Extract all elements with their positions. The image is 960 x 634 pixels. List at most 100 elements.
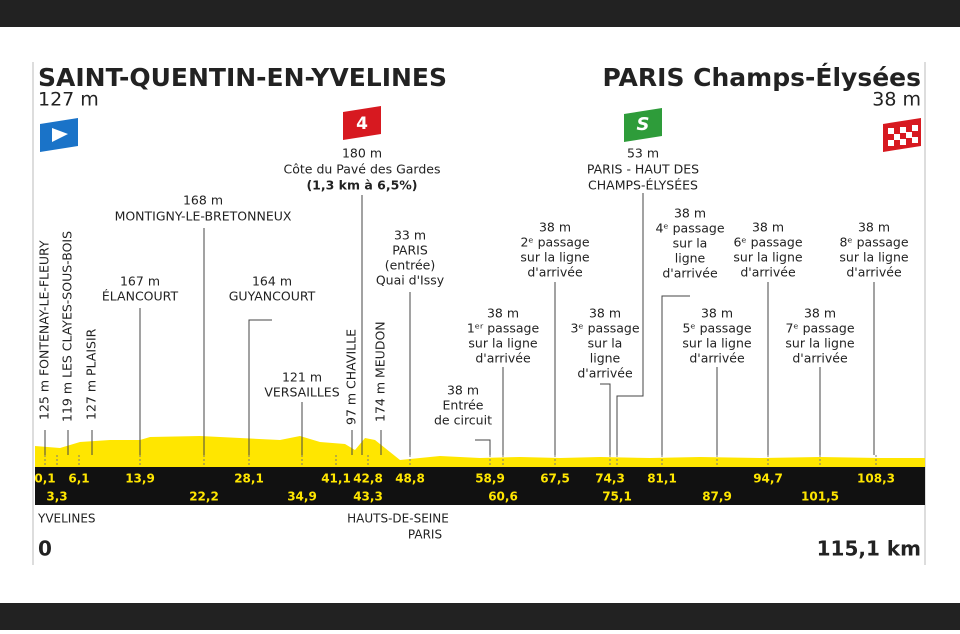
profile-area bbox=[35, 436, 925, 467]
km-label: 108,3 bbox=[857, 472, 895, 486]
annotation: 38 m bbox=[804, 306, 836, 321]
annotation: 38 m bbox=[858, 220, 890, 235]
annotation: (entrée) bbox=[385, 258, 436, 273]
finish-name: PARIS Champs-Élysées bbox=[603, 63, 921, 92]
km-bar bbox=[35, 467, 925, 505]
annotation: de circuit bbox=[434, 413, 492, 428]
annotation: ligne bbox=[590, 351, 621, 366]
annotation: 33 m bbox=[394, 228, 426, 243]
km-label: 42,8 bbox=[353, 472, 383, 486]
start-km: 0 bbox=[38, 537, 52, 561]
km-label: 22,2 bbox=[189, 490, 219, 504]
annotation: PARIS - HAUT DES bbox=[587, 162, 699, 177]
annotation: Côte du Pavé des Gardes bbox=[284, 162, 441, 177]
km-label: 87,9 bbox=[702, 490, 732, 504]
km-label: 6,1 bbox=[68, 472, 89, 486]
km-label: 28,1 bbox=[234, 472, 264, 486]
annotation: 4ᵉ passage bbox=[655, 221, 724, 236]
leader-line bbox=[661, 295, 690, 455]
km-label: 74,3 bbox=[595, 472, 625, 486]
annotation: (1,3 km à 6,5%) bbox=[306, 178, 417, 193]
annotation: 38 m bbox=[674, 206, 706, 221]
annotation: sur la ligne bbox=[839, 250, 908, 265]
region: YVELINES bbox=[37, 512, 96, 526]
annotation: 38 m bbox=[539, 220, 571, 235]
annotation: d'arrivée bbox=[662, 266, 718, 281]
annotation: Quai d'Issy bbox=[376, 273, 445, 288]
vertical-label: 174 m MEUDON bbox=[373, 321, 388, 422]
leader-line bbox=[600, 383, 611, 455]
km-label: 94,7 bbox=[753, 472, 783, 486]
annotation: Entrée bbox=[443, 398, 484, 413]
annotation: 38 m bbox=[752, 220, 784, 235]
annotation: 8ᵉ passage bbox=[839, 235, 908, 250]
annotation: d'arrivée bbox=[475, 351, 531, 366]
vertical-label: 125 m FONTENAY-LE-FLEURY bbox=[37, 240, 52, 420]
km-label: 48,8 bbox=[395, 472, 425, 486]
annotation: 121 m bbox=[282, 370, 322, 385]
annotation: GUYANCOURT bbox=[229, 289, 316, 304]
annotation: MONTIGNY-LE-BRETONNEUX bbox=[115, 209, 292, 224]
annotation: PARIS bbox=[392, 243, 428, 258]
annotation: CHAMPS-ÉLYSÉES bbox=[588, 178, 698, 193]
annotation: 168 m bbox=[183, 193, 223, 208]
annotation: d'arrivée bbox=[689, 351, 745, 366]
km-label: 75,1 bbox=[602, 490, 632, 504]
annotation: VERSAILLES bbox=[264, 385, 339, 400]
annotation: sur la ligne bbox=[468, 336, 537, 351]
annotation: sur la ligne bbox=[733, 250, 802, 265]
annotation: d'arrivée bbox=[577, 366, 633, 381]
finish-flag bbox=[883, 118, 921, 152]
annotation: 7ᵉ passage bbox=[785, 321, 854, 336]
leader-line bbox=[475, 439, 491, 455]
start-flag bbox=[40, 118, 78, 152]
annotation: d'arrivée bbox=[846, 265, 902, 280]
annotation: d'arrivée bbox=[792, 351, 848, 366]
vertical-label: 119 m LES CLAYES-SOUS-BOIS bbox=[60, 231, 75, 422]
annotation: sur la ligne bbox=[785, 336, 854, 351]
km-label: 60,6 bbox=[488, 490, 518, 504]
finish-altitude: 38 m bbox=[872, 89, 921, 111]
vertical-label: 97 m CHAVILLE bbox=[344, 329, 359, 425]
annotation: 53 m bbox=[627, 146, 659, 161]
annotation: sur la ligne bbox=[682, 336, 751, 351]
km-label: 34,9 bbox=[287, 490, 317, 504]
km-label: 58,9 bbox=[475, 472, 505, 486]
km-label: 3,3 bbox=[46, 490, 67, 504]
bottom-band bbox=[0, 603, 960, 630]
annotation: 3ᵉ passage bbox=[570, 321, 639, 336]
start-altitude: 127 m bbox=[38, 89, 99, 111]
annotation: 1ᵉʳ passage bbox=[467, 321, 540, 336]
annotation: 164 m bbox=[252, 274, 292, 289]
annotation: sur la bbox=[588, 336, 623, 351]
annotation: ÉLANCOURT bbox=[102, 289, 179, 304]
annotation: 38 m bbox=[589, 306, 621, 321]
annotation: 2ᵉ passage bbox=[520, 235, 589, 250]
annotation: 38 m bbox=[447, 383, 479, 398]
vertical-label: 127 m PLAISIR bbox=[84, 328, 99, 420]
km-label: 43,3 bbox=[353, 490, 383, 504]
sprint-badge: S bbox=[637, 114, 650, 135]
region: HAUTS-DE-SEINE bbox=[347, 512, 449, 526]
region: PARIS bbox=[408, 528, 442, 542]
annotation: 5ᵉ passage bbox=[682, 321, 751, 336]
leader-line bbox=[248, 319, 272, 455]
leader-line bbox=[616, 193, 644, 455]
km-label: 13,9 bbox=[125, 472, 155, 486]
km-label: 67,5 bbox=[540, 472, 570, 486]
annotation: 38 m bbox=[487, 306, 519, 321]
km-label: 101,5 bbox=[801, 490, 839, 504]
sprint-badge-shape bbox=[624, 108, 662, 142]
km-label: 41,1 bbox=[321, 472, 351, 486]
km-label: 0,1 bbox=[34, 472, 55, 486]
annotation: 38 m bbox=[701, 306, 733, 321]
annotation: 180 m bbox=[342, 146, 382, 161]
annotation: sur la ligne bbox=[520, 250, 589, 265]
distance: 115,1 km bbox=[817, 537, 921, 561]
top-band bbox=[0, 0, 960, 27]
annotation: 6ᵉ passage bbox=[733, 235, 802, 250]
annotation: 167 m bbox=[120, 274, 160, 289]
annotation: sur la bbox=[673, 236, 708, 251]
climb-badge: 4 bbox=[356, 114, 368, 134]
climb-badge-shape bbox=[343, 106, 381, 140]
